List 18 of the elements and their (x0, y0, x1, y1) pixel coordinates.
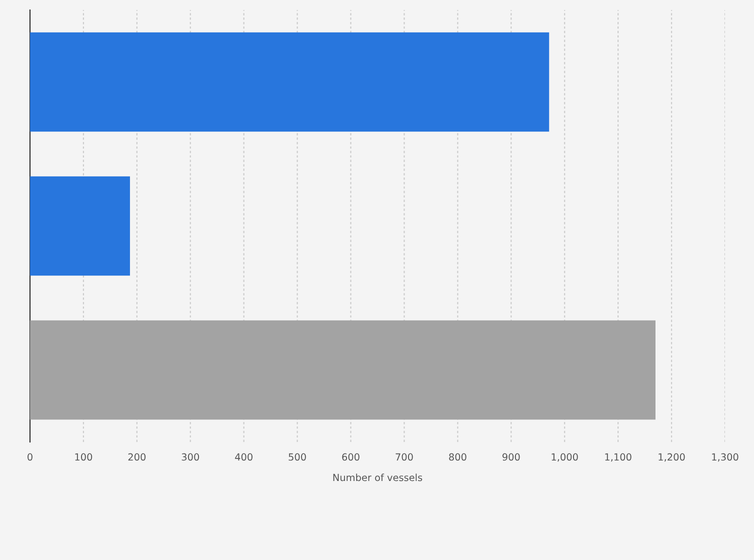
x-axis-title: Number of vessels (333, 474, 422, 482)
x-tick-label: 400 (235, 453, 252, 461)
x-tick-label: 1,300 (712, 453, 738, 462)
x-tick-label: 0 (28, 453, 32, 461)
x-tick-label: 1,200 (658, 453, 685, 462)
x-tick-label: 300 (182, 453, 200, 461)
x-tick-label: 1,000 (552, 453, 578, 462)
x-tick-label: 900 (502, 453, 520, 461)
x-tick-label: 200 (128, 453, 146, 461)
x-tick-label: 100 (75, 453, 92, 461)
x-tick-label: 700 (396, 453, 413, 461)
x-tick-label: 800 (449, 453, 466, 461)
x-tick-label: 600 (342, 453, 360, 461)
bar (30, 176, 130, 276)
bar (30, 320, 656, 420)
x-tick-label: 500 (288, 453, 306, 461)
x-tick-label: 1,100 (605, 453, 632, 462)
bar (30, 32, 550, 132)
